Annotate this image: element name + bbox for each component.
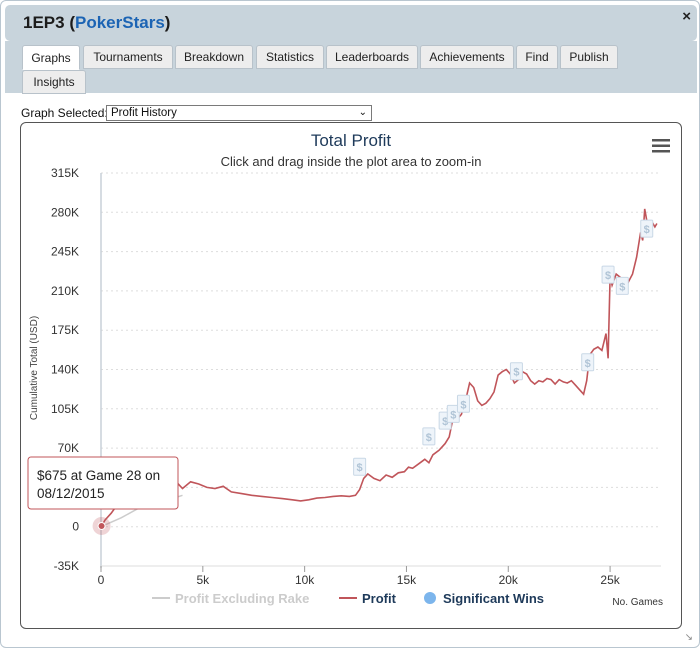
dollar-icon: $ (605, 270, 611, 282)
tab-bar: Graphs Tournaments Breakdown Statistics … (5, 41, 697, 94)
significant-win-marker[interactable]: $ (422, 427, 436, 446)
chart-title: Total Profit (311, 131, 392, 150)
close-icon[interactable]: × (682, 8, 691, 25)
significant-win-box (509, 362, 523, 381)
significant-win-box (353, 457, 367, 476)
significant-win-marker[interactable]: $ (456, 394, 470, 413)
dialog-title: 1EP3 (PokerStars) (23, 13, 170, 33)
dollar-icon: $ (619, 281, 625, 293)
y-tick-label: 0 (72, 520, 79, 534)
dollar-icon: $ (357, 462, 363, 474)
significant-win-marker[interactable]: $ (353, 457, 367, 476)
data-tooltip: $675 at Game 28 on 08/12/2015 (27, 456, 179, 535)
x-tick-label: 0 (98, 573, 105, 587)
y-axis: -35K035K70K105K140K175K210K245K280K315K (51, 166, 79, 573)
significant-win-box (615, 276, 629, 295)
significant-win-box (456, 394, 470, 413)
dollar-icon: $ (450, 409, 456, 421)
x-axis: 0 5k 10k 15k 20k 25k (98, 173, 661, 587)
dollar-icon: $ (513, 367, 519, 379)
legend-profit-label[interactable]: Profit (362, 591, 397, 606)
significant-wins-markers: $$$$$$$$$$ (353, 219, 654, 476)
title-paren-close: ) (164, 13, 171, 32)
resize-grip-icon[interactable]: ↘ (684, 632, 693, 643)
y-tick-label: 315K (51, 166, 79, 180)
significant-win-box (640, 219, 654, 238)
significant-win-box (601, 265, 615, 284)
significant-win-marker[interactable]: $ (601, 265, 615, 284)
significant-win-marker[interactable]: $ (615, 276, 629, 295)
significant-win-marker[interactable]: $ (446, 404, 460, 423)
grid-lines (101, 172, 661, 567)
tab-achievements[interactable]: Achievements (420, 45, 514, 69)
tab-graphs[interactable]: Graphs (22, 45, 80, 70)
significant-win-marker[interactable]: $ (640, 219, 654, 238)
tab-statistics[interactable]: Statistics (256, 45, 324, 69)
significant-win-marker[interactable]: $ (581, 353, 595, 372)
y-axis-title: Cumulative Total (USD) (29, 316, 40, 420)
dollar-icon: $ (585, 358, 591, 370)
hamburger-menu-icon[interactable] (652, 139, 670, 153)
site-name: PokerStars (75, 13, 165, 32)
tooltip-box (27, 456, 179, 510)
y-tick-label: 70K (58, 441, 79, 455)
dollar-icon: $ (644, 224, 650, 236)
x-tick-label: 20k (499, 573, 519, 587)
y-tick-label: 175K (51, 323, 79, 337)
y-tick-label: 105K (51, 402, 79, 416)
tab-breakdown[interactable]: Breakdown (175, 45, 253, 69)
significant-win-marker[interactable]: $ (509, 362, 523, 381)
graph-selector-label: Graph Selected: (21, 106, 108, 120)
legend-wins-swatch (424, 592, 436, 604)
tab-tournaments[interactable]: Tournaments (83, 45, 173, 69)
y-tick-label: -35K (54, 559, 79, 573)
hover-point[interactable] (97, 521, 106, 530)
x-tick-label: 25k (600, 573, 620, 587)
chart-subtitle: Click and drag inside the plot area to z… (221, 154, 482, 169)
graph-select[interactable]: Profit History ⌄ (106, 105, 372, 121)
x-tick-label: 15k (397, 573, 417, 587)
title-paren-open: ( (69, 13, 75, 32)
x-tick-label: 10k (295, 573, 315, 587)
y-tick-label: 245K (51, 245, 79, 259)
tab-insights[interactable]: Insights (22, 70, 86, 94)
x-axis-title: No. Games (612, 597, 663, 608)
tab-leaderboards[interactable]: Leaderboards (326, 45, 418, 69)
dollar-icon: $ (426, 432, 432, 444)
significant-win-box (422, 427, 436, 446)
significant-win-box (446, 404, 460, 423)
x-tick-label: 5k (196, 573, 210, 587)
significant-win-box (581, 353, 595, 372)
dialog-titlebar: 1EP3 (PokerStars) × (5, 5, 697, 41)
graph-select-value: Profit History (111, 107, 177, 119)
dollar-icon: $ (460, 399, 466, 411)
y-tick-label: 210K (51, 284, 79, 298)
player-name: 1EP3 (23, 13, 65, 32)
chart-legend: Profit Excluding Rake Profit Significant W… (152, 591, 544, 606)
tab-find[interactable]: Find (516, 45, 558, 69)
tab-publish[interactable]: Publish (560, 45, 618, 69)
dollar-icon: $ (442, 416, 448, 428)
profit-line (100, 208, 658, 528)
tooltip-line-1: $675 at Game 28 on (37, 468, 160, 483)
chevron-down-icon: ⌄ (358, 107, 367, 118)
legend-rake-label[interactable]: Profit Excluding Rake (175, 591, 309, 606)
legend-wins-label[interactable]: Significant Wins (443, 591, 544, 606)
y-tick-label: 280K (51, 205, 79, 219)
y-tick-label: 140K (51, 363, 79, 377)
tooltip-line-2: 08/12/2015 (37, 486, 105, 501)
